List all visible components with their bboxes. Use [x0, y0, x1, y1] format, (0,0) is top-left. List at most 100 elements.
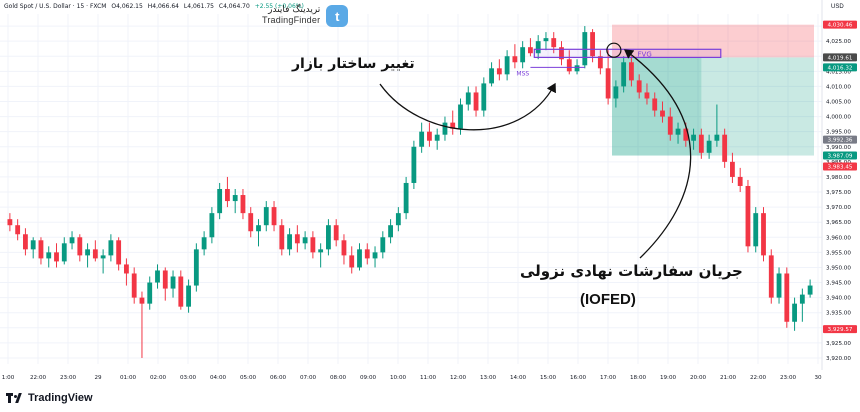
time-tick-label: 19:00 — [660, 375, 677, 381]
stop-loss-zone — [612, 24, 814, 58]
watermark-fa: تریدینگ فایندر — [268, 5, 321, 16]
bearish-candle — [768, 255, 774, 298]
price-tick-label: 4,005.00 — [826, 100, 851, 106]
bullish-candle — [582, 32, 588, 66]
price-badge — [823, 135, 857, 144]
bullish-candle — [458, 104, 463, 129]
annotation-arrows — [379, 49, 692, 259]
price-badge-label: 3,992.36 — [828, 138, 853, 144]
watermark-en: TradingFinder — [262, 15, 321, 25]
bearish-candle — [551, 38, 557, 48]
bullish-candle — [799, 294, 805, 304]
structure-change-label: تغییر ساختار بازار — [292, 56, 415, 72]
ohlc-low: L4,061.75 — [183, 3, 214, 10]
price-badge — [823, 63, 857, 72]
top-highlight-circle — [606, 42, 622, 58]
candles — [7, 26, 813, 358]
price-tick-label: 3,965.00 — [826, 220, 851, 226]
bullish-candle — [357, 249, 362, 268]
bearish-candle — [294, 234, 300, 244]
time-tick-label: 11:00 — [420, 375, 437, 381]
price-tick-label: 3,950.00 — [826, 265, 851, 271]
bullish-candle — [46, 252, 52, 259]
bullish-candle — [489, 68, 494, 84]
time-tick-label: 22:00 — [750, 375, 767, 381]
time-tick-label: 12:00 — [450, 375, 467, 381]
time-tick-label: 04:00 — [210, 375, 227, 381]
price-tick-label: 3,955.00 — [826, 250, 851, 256]
bearish-candle — [784, 273, 790, 322]
bullish-candle — [186, 285, 191, 307]
bearish-candle — [38, 240, 44, 259]
bearish-candle — [92, 249, 98, 259]
bullish-candle — [263, 207, 269, 226]
iofed-label: (IOFED) — [580, 291, 636, 308]
bearish-candle — [559, 47, 564, 60]
bearish-candle — [722, 134, 728, 162]
bullish-candle — [147, 282, 153, 304]
bearish-candle — [683, 128, 689, 141]
price-axis: 3,920.003,925.003,930.003,935.003,940.00… — [826, 24, 851, 362]
bearish-candle — [131, 273, 137, 298]
time-tick-label: 02:00 — [150, 375, 167, 381]
bearish-candle — [473, 92, 479, 111]
bearish-candle — [698, 134, 704, 153]
price-tick-label: 4,025.00 — [826, 39, 851, 45]
time-tick-label: 06:00 — [270, 375, 287, 381]
bearish-candle — [496, 68, 502, 75]
bearish-candle — [605, 68, 611, 99]
bullish-candle — [543, 38, 549, 42]
time-tick-label: 15:00 — [540, 375, 557, 381]
bullish-candle — [217, 189, 223, 214]
ohlc-open: O4,062.15 — [111, 3, 143, 10]
mss-label: MSS — [516, 70, 529, 77]
order-flow-arrow — [623, 49, 692, 259]
time-tick-label: 07:00 — [300, 375, 317, 381]
price-tick-label: 3,970.00 — [826, 205, 851, 211]
bullish-candle — [481, 83, 487, 111]
bullish-candle — [419, 131, 425, 147]
time-tick-label: 14:00 — [510, 375, 527, 381]
price-tick-label: 3,945.00 — [826, 281, 851, 287]
bearish-candle — [590, 32, 595, 57]
bearish-candle — [162, 270, 168, 289]
time-tick-label: 10:00 — [390, 375, 407, 381]
time-tick-label: 05:00 — [240, 375, 257, 381]
currency-label: USD — [831, 4, 844, 10]
price-badge-label: 4,030.46 — [828, 23, 853, 29]
price-badge-label: 3,929.57 — [828, 327, 853, 333]
time-tick-label: 23:00 — [780, 375, 797, 381]
take-profit-zone — [612, 57, 814, 156]
bullish-candle — [706, 140, 712, 153]
tradingfinder-watermark: تریدینگ فایندر TradingFinder t — [262, 5, 349, 27]
bearish-candle — [341, 240, 347, 256]
bullish-candle — [326, 225, 331, 250]
bearish-candle — [178, 276, 184, 307]
price-badges: 4,030.46 4,019.61 4,016.32 3,992.36 3,987.09… — [823, 20, 857, 334]
bullish-candle — [753, 213, 759, 247]
bearish-candle — [333, 225, 339, 241]
time-tick-label: 21:00 — [720, 375, 737, 381]
price-badge — [823, 325, 857, 334]
bullish-candle — [201, 237, 207, 250]
symbol-name: Gold Spot / U.S. Dollar · 15 · FXCM — [4, 3, 107, 10]
bullish-candle — [621, 62, 627, 87]
order-flow-label: جریان سفارشات نهادی نزولی — [520, 262, 743, 280]
bearish-candle — [77, 237, 83, 256]
tradingview-brand[interactable]: TradingView — [6, 392, 93, 404]
bullish-candle — [209, 213, 215, 238]
bullish-candle — [287, 234, 292, 250]
price-badge — [823, 53, 857, 62]
bearish-candle — [364, 249, 370, 259]
bullish-candle — [30, 240, 36, 250]
bearish-candle — [248, 213, 254, 232]
bearish-candle — [761, 213, 766, 256]
bearish-candle — [427, 131, 432, 141]
bearish-candle — [310, 237, 316, 253]
bullish-candle — [504, 56, 510, 75]
price-badge-label: 4,016.32 — [828, 65, 853, 71]
position-zones — [612, 24, 814, 156]
structure-change-arrow — [379, 82, 556, 131]
price-tick-label: 4,000.00 — [826, 115, 851, 121]
